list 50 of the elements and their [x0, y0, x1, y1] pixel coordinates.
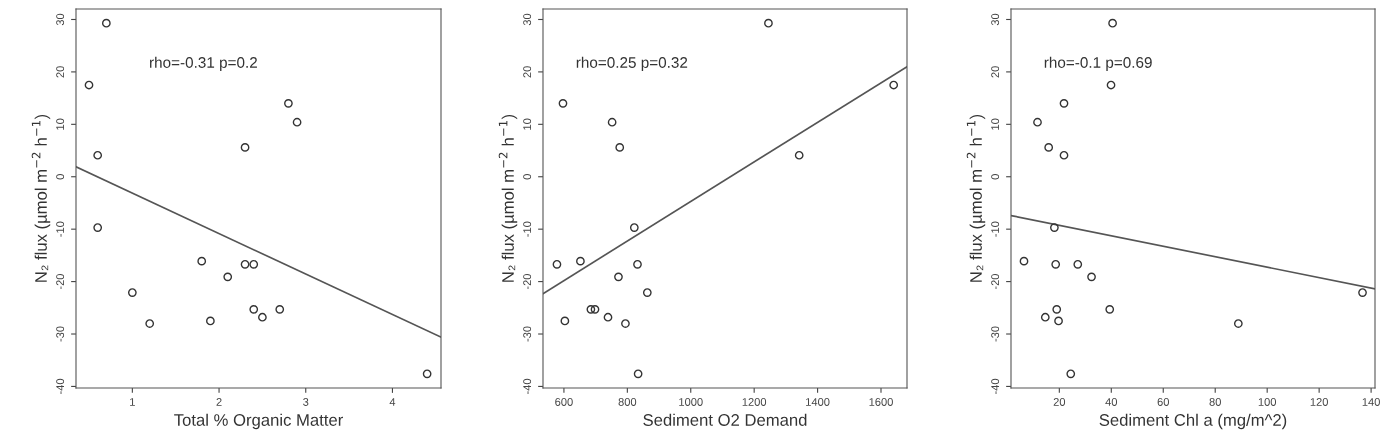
x-tick-label: 1600	[869, 398, 893, 406]
annotation: rho=-0.1 p=0.69	[1044, 56, 1152, 71]
y-tick-label: -10	[56, 221, 65, 237]
y-tick-label: 0	[523, 174, 532, 180]
x-tick-label: 3	[303, 398, 309, 406]
y-tick-label: 30	[523, 13, 532, 26]
y-tick-label: -10	[991, 221, 1000, 237]
y-tick-label: -40	[56, 378, 65, 394]
x-tick-label: 4	[389, 398, 396, 406]
y-tick-label: -30	[56, 326, 65, 342]
y-tick-label: 10	[523, 118, 532, 130]
y-tick-label: -20	[56, 273, 65, 290]
x-tick-label: 2	[216, 398, 222, 406]
x-axis-title: Sediment Chl a (mg/m^2)	[1099, 413, 1287, 430]
x-tick-label: 120	[1310, 398, 1328, 406]
y-tick-label: 30	[991, 13, 1000, 26]
y-tick-label: -10	[523, 221, 532, 237]
y-tick-label: -30	[991, 326, 1000, 342]
y-tick-label: -40	[523, 378, 532, 394]
x-tick-label: 1400	[806, 398, 830, 406]
x-tick-label: 100	[1258, 398, 1277, 406]
x-tick-label: 600	[555, 398, 573, 406]
y-tick-label: -20	[523, 273, 532, 290]
x-tick-label: 140	[1362, 398, 1380, 406]
x-axis-title: Sediment O2 Demand	[643, 413, 807, 426]
y-axis-title: N₂ flux (µmol m$^{−2}$ h$^{−1}$)	[498, 114, 518, 282]
y-tick-label: 20	[991, 66, 1000, 78]
x-tick-label: 80	[1209, 398, 1221, 406]
x-tick-label: 1	[130, 398, 135, 406]
annotation: rho=-0.31 p=0.2	[150, 56, 257, 71]
annotation: rho=0.25 p=0.32	[576, 56, 688, 71]
y-axis-title: N₂ flux (µmol m$^{−2}$ h$^{−1}$)	[31, 114, 51, 282]
y-tick-label: 30	[56, 13, 65, 26]
y-tick-label: 0	[991, 174, 1000, 180]
x-axis-title: Total % Organic Matter	[174, 413, 343, 430]
y-tick-label: 10	[56, 118, 65, 130]
x-tick-label: 800	[618, 398, 637, 406]
y-axis-title: N₂ flux (µmol m$^{−2}$ h$^{−1}$)	[966, 114, 986, 282]
y-tick-label: -30	[523, 326, 532, 342]
y-tick-label: -40	[991, 378, 1000, 394]
y-tick-label: 20	[56, 66, 65, 78]
x-tick-label: 20	[1053, 398, 1066, 406]
x-tick-label: 40	[1105, 398, 1118, 406]
y-tick-label: -20	[991, 273, 1000, 290]
y-tick-label: 20	[523, 66, 532, 78]
x-tick-label: 60	[1157, 398, 1169, 406]
y-tick-label: 10	[991, 118, 1000, 130]
x-tick-label: 1200	[742, 398, 767, 406]
y-tick-label: 0	[56, 174, 65, 180]
x-tick-label: 1000	[679, 398, 703, 406]
